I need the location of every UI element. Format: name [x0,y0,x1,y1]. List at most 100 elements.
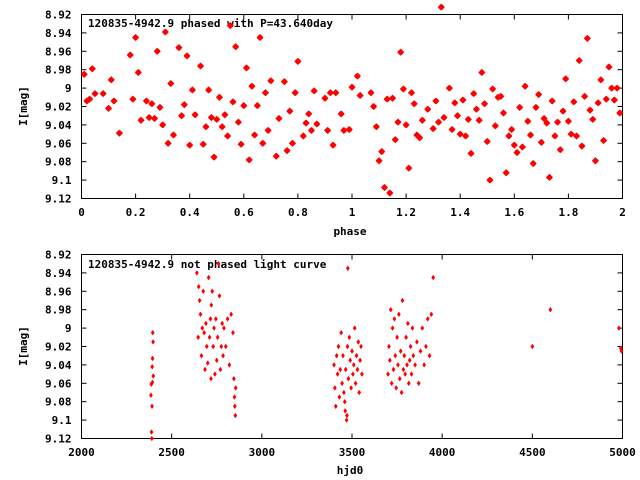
phased-data-point [537,138,545,146]
unphased-data-point [232,403,237,410]
unphased-data-point [415,339,419,345]
unphased-data-point [339,329,344,336]
phased-data-point [291,89,299,97]
unphased-data-point [429,311,434,318]
phased-data-point [459,96,467,104]
unphased-data-point [335,371,340,377]
unphased-data-point [222,325,226,331]
phased-data-point [188,86,196,94]
unphased-x-tick-label: 3500 [339,446,366,459]
unphased-data-point [209,375,213,382]
unphased-data-point [403,371,408,377]
phased-data-point [424,105,432,113]
unphased-data-point [422,362,427,368]
unphased-data-point [396,311,401,318]
phased-data-point [178,112,186,120]
phased-y-tick-label: 8.96 [45,45,72,58]
phased-data-point [583,34,591,42]
phased-data-point [280,78,288,86]
phased-data-point [610,96,618,104]
phased-data-point [448,125,456,134]
unphased-data-point [410,325,415,331]
phased-data-point [329,141,337,149]
unphased-data-point [232,394,237,400]
phased-data-point [148,100,156,108]
unphased-data-point [388,306,393,313]
phased-data-point [556,146,564,154]
phased-data-point [367,89,375,97]
unphased-data-point [343,366,348,373]
phased-data-point [161,28,169,36]
unphased-data-point [391,366,396,373]
unphased-data-point [196,283,201,290]
phased-y-tick-label: 9.12 [45,193,72,206]
phased-data-point [213,115,221,123]
phased-x-tick-label: 1 [349,206,356,219]
phased-x-tick-label: 0.8 [288,206,308,219]
unphased-data-point [406,380,411,387]
phased-plot-xlabel: phase [333,225,366,238]
unphased-data-point [359,343,363,350]
unphased-data-point [200,325,205,331]
phased-y-tick-label: 9.06 [45,137,72,150]
unphased-data-point [206,274,211,281]
phased-y-tick-label: 9.04 [45,119,72,132]
phased-data-point [416,134,424,142]
phased-data-point [142,97,150,105]
phased-data-point [370,102,378,111]
phased-data-point [356,91,364,99]
phased-data-point [132,33,140,42]
phased-data-point [313,120,321,128]
unphased-data-point [341,389,346,396]
unphased-data-point [357,389,362,396]
unphased-data-point [399,389,404,396]
unphased-y-tick-label: 9.1 [52,414,72,427]
unphased-data-point [225,316,230,322]
unphased-y-tick-label: 9 [65,322,72,335]
phased-data-point [456,130,464,138]
unphased-data-point [398,348,403,354]
phased-data-point [402,121,410,129]
phased-data-point [586,106,594,114]
phased-data-point [529,160,537,168]
phased-data-point [435,118,443,126]
unphased-data-point [407,357,412,364]
unphased-data-point [356,339,361,345]
unphased-data-point [214,357,219,364]
phased-data-point [215,93,223,101]
phased-data-point [486,176,494,184]
phased-data-point [199,140,207,148]
phased-data-point [126,51,134,59]
unphased-data-point [395,334,399,341]
unphased-data-point [344,417,349,423]
phased-data-point [453,112,462,120]
unphased-data-point [400,297,405,304]
unphased-data-point [394,385,399,391]
phased-data-point [594,99,602,107]
phased-data-point [310,87,318,95]
unphased-data-point [427,352,432,359]
unphased-data-point [216,260,221,267]
unphased-data-point [221,352,225,359]
phased-data-point [294,57,302,65]
unphased-y-tick-label: 8.98 [45,304,72,317]
unphased-data-point [202,329,207,336]
phased-data-point [242,64,251,72]
phased-data-point [508,125,516,134]
unphased-data-point [340,380,344,387]
unphased-x-tick-label: 2000 [68,446,95,459]
unphased-data-point [386,371,390,377]
unphased-data-point [336,343,341,350]
phased-x-tick-label: 2 [619,206,626,219]
phased-data-point [394,118,402,126]
phased-data-point [180,101,188,109]
unphased-data-point [150,363,155,370]
phased-data-point [475,116,483,124]
unphased-data-point [150,329,155,336]
phased-data-point [548,97,556,105]
phased-data-point [464,115,472,123]
phased-data-point [521,82,529,90]
phased-data-point [470,90,478,98]
unphased-data-point [149,435,154,442]
